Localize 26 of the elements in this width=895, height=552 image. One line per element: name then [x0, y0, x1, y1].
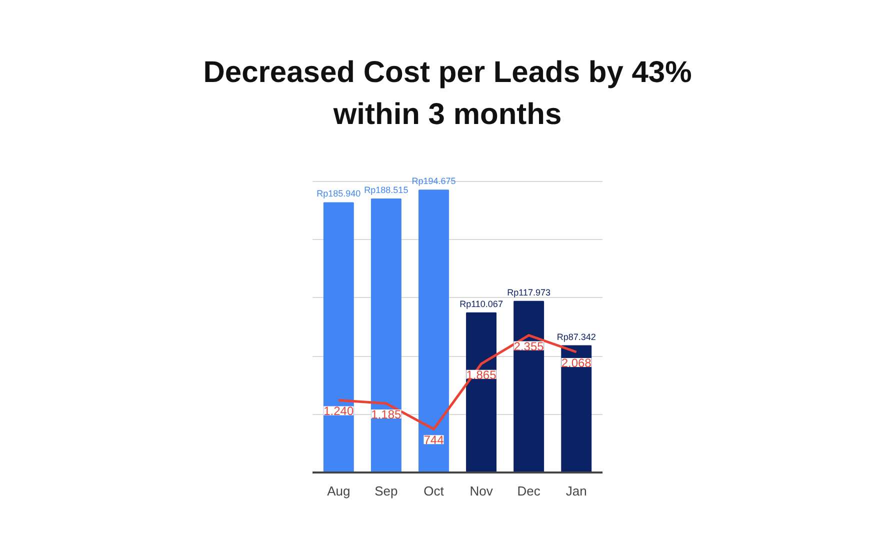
bar — [561, 345, 592, 472]
data-label: Rp110.067 — [460, 298, 503, 309]
data-label: 1.865 — [466, 368, 497, 382]
bar — [370, 198, 402, 472]
data-label: Rp188.515 — [364, 185, 408, 195]
bar — [514, 300, 544, 472]
data-label: 744 — [424, 433, 444, 448]
x-tick-label: Oct — [424, 484, 444, 498]
data-label: 1.185 — [371, 407, 402, 422]
bar — [466, 312, 497, 472]
data-label: Rp87.342 — [556, 332, 596, 342]
data-label: 2.068 — [561, 356, 592, 370]
bar — [323, 202, 354, 472]
data-label: 1.240 — [324, 404, 354, 418]
x-tick-label: Aug — [327, 484, 350, 498]
data-label: Rp194.675 — [412, 176, 456, 186]
x-tick-label: Dec — [517, 484, 541, 498]
x-tick-label: Sep — [374, 484, 398, 498]
chart-title: Decreased Cost per Leads by 43% — [203, 56, 692, 89]
data-label: Rp117.973 — [507, 287, 550, 298]
x-tick-label: Nov — [470, 484, 494, 498]
x-tick-label: Jan — [566, 484, 587, 498]
chart-subtitle: within 3 months — [333, 98, 562, 131]
data-label: Rp185.940 — [316, 188, 361, 199]
data-label: 2.355 — [514, 339, 544, 354]
bar — [418, 190, 449, 472]
